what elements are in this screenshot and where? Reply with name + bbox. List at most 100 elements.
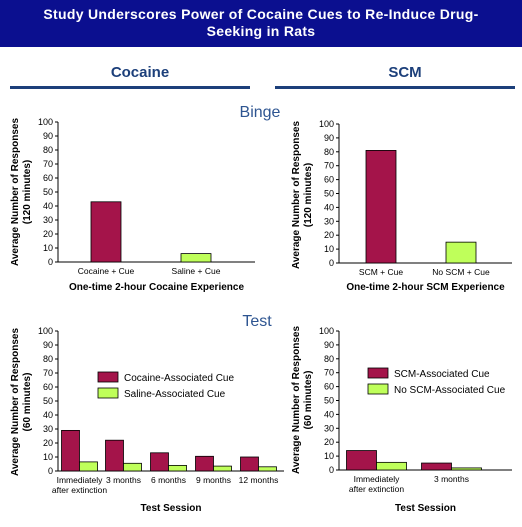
x-tick-label: 3 months — [106, 475, 141, 485]
y-tick-label: 80 — [324, 354, 334, 364]
y-tick-label: 40 — [43, 201, 53, 211]
y-axis-label: Average Number of Responses(120 minutes) — [10, 118, 33, 266]
bar — [376, 461, 407, 471]
y-tick-label: 20 — [43, 229, 53, 239]
y-tick-label: 90 — [324, 133, 334, 143]
section-heading-test: Test — [242, 313, 272, 330]
y-tick-label: 90 — [43, 340, 53, 350]
x-axis-title: Test Session — [395, 503, 456, 514]
x-tick-label: 12 months — [239, 475, 279, 485]
y-tick-label: 70 — [324, 161, 334, 171]
title-line-2: Seeking in Rats — [206, 23, 316, 39]
bar — [105, 439, 124, 472]
x-tick-label: Cocaine + Cue — [78, 266, 135, 276]
column-rule-cocaine — [10, 86, 250, 89]
y-tick-label: 60 — [324, 382, 334, 392]
bar — [180, 253, 212, 263]
y-tick-label: 30 — [324, 423, 334, 433]
y-tick-label: 0 — [329, 258, 334, 268]
x-tick-label: Saline + Cue — [172, 266, 221, 276]
bar — [421, 462, 452, 471]
y-tick-label: 10 — [43, 452, 53, 462]
bar — [168, 464, 187, 472]
bar — [61, 429, 80, 472]
x-tick-label: Immediately — [57, 475, 104, 485]
bar — [90, 201, 122, 263]
bar — [240, 456, 259, 472]
x-tick-label: 9 months — [196, 475, 231, 485]
x-tick-label: No SCM + Cue — [432, 267, 490, 277]
legend-swatch — [97, 371, 119, 383]
y-tick-label: 100 — [38, 326, 53, 336]
y-tick-label: 40 — [43, 410, 53, 420]
x-tick-label: SCM + Cue — [359, 267, 403, 277]
legend-label: Saline-Associated Cue — [124, 389, 226, 400]
y-tick-label: 80 — [43, 145, 53, 155]
x-tick-label: after extinction — [52, 485, 108, 495]
y-tick-label: 60 — [43, 382, 53, 392]
y-tick-label: 30 — [43, 215, 53, 225]
bar — [195, 455, 214, 472]
y-tick-label: 100 — [319, 326, 334, 336]
legend-label: Cocaine-Associated Cue — [124, 373, 234, 384]
legend-swatch — [367, 383, 389, 395]
bar — [79, 461, 98, 472]
y-tick-label: 10 — [324, 451, 334, 461]
y-tick-label: 10 — [324, 244, 334, 254]
y-tick-label: 0 — [329, 465, 334, 475]
legend-label: No SCM-Associated Cue — [394, 385, 506, 396]
y-tick-label: 60 — [324, 175, 334, 185]
y-tick-label: 70 — [43, 159, 53, 169]
x-tick-label: Immediately — [354, 474, 401, 484]
y-tick-label: 60 — [43, 173, 53, 183]
y-tick-label: 40 — [324, 202, 334, 212]
y-tick-label: 30 — [43, 424, 53, 434]
bar — [150, 452, 169, 472]
y-tick-label: 40 — [324, 409, 334, 419]
y-axis-label-line: (120 minutes) — [303, 163, 314, 227]
y-tick-label: 70 — [324, 368, 334, 378]
y-tick-label: 50 — [43, 396, 53, 406]
y-tick-label: 20 — [324, 230, 334, 240]
y-axis-label: Average Number of Responses(60 minutes) — [10, 328, 33, 476]
bar — [123, 462, 142, 472]
y-tick-label: 0 — [48, 466, 53, 476]
legend-swatch — [367, 367, 389, 379]
title-banner: Study Underscores Power of Cocaine Cues … — [0, 0, 522, 47]
y-tick-label: 90 — [324, 340, 334, 350]
legend-swatch — [97, 387, 119, 399]
section-heading-binge: Binge — [239, 104, 281, 121]
y-tick-label: 50 — [324, 189, 334, 199]
x-tick-label: 3 months — [434, 474, 469, 484]
bar — [346, 450, 377, 471]
y-axis-label: Average Number of Responses(120 minutes) — [291, 121, 314, 269]
y-tick-label: 20 — [324, 437, 334, 447]
x-axis-title: One-time 2-hour SCM Experience — [346, 282, 505, 293]
bar — [451, 467, 482, 471]
y-axis-label-line: Average Number of Responses — [10, 328, 21, 476]
x-tick-label: after extinction — [349, 484, 405, 494]
y-axis-label-line: (60 minutes) — [303, 371, 314, 430]
title-line-1: Study Underscores Power of Cocaine Cues … — [43, 6, 479, 22]
x-axis-title: One-time 2-hour Cocaine Experience — [69, 282, 244, 293]
y-tick-label: 30 — [324, 216, 334, 226]
column-heading-cocaine: Cocaine — [110, 64, 170, 81]
y-axis-label-line: Average Number of Responses — [10, 118, 21, 266]
column-rule-scm — [275, 86, 515, 89]
y-tick-label: 50 — [324, 396, 334, 406]
y-tick-label: 50 — [43, 187, 53, 197]
y-axis-label: Average Number of Responses(60 minutes) — [291, 326, 314, 474]
y-axis-label-line: (120 minutes) — [22, 160, 33, 224]
legend-label: SCM-Associated Cue — [394, 369, 490, 380]
y-axis-label-line: Average Number of Responses — [291, 326, 302, 474]
bar — [365, 150, 397, 264]
column-heading-scm: SCM — [388, 64, 422, 81]
y-tick-label: 10 — [43, 243, 53, 253]
bar — [445, 241, 477, 264]
y-axis-label-line: (60 minutes) — [22, 373, 33, 432]
bar — [213, 465, 232, 472]
y-axis-label-line: Average Number of Responses — [291, 121, 302, 269]
bar — [258, 466, 277, 472]
y-tick-label: 70 — [43, 368, 53, 378]
